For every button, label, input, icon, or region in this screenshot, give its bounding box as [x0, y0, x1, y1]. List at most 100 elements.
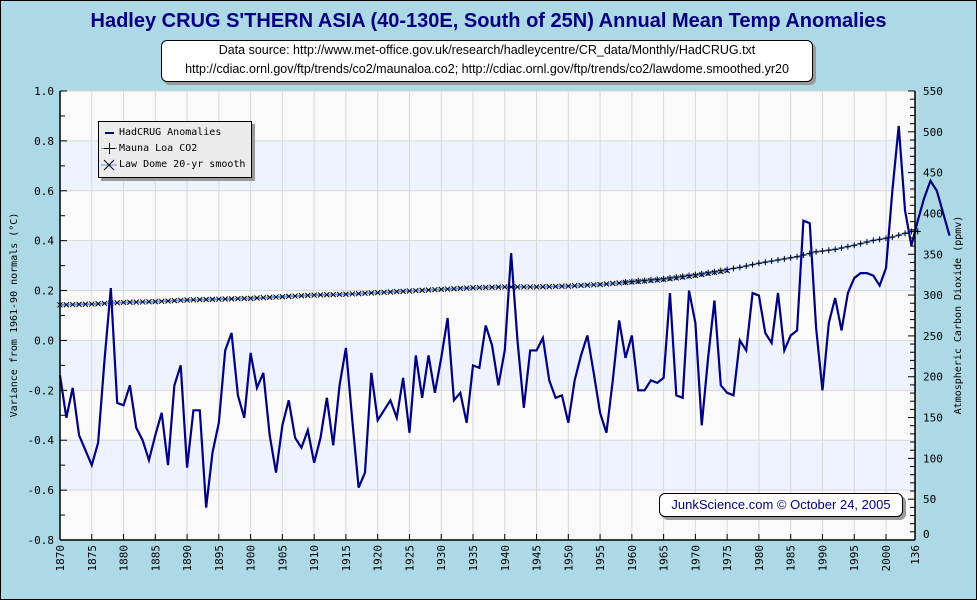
law-dome-point	[171, 297, 178, 304]
mauna-loa-point	[838, 245, 845, 252]
y2-tick-label: 500	[923, 126, 943, 139]
law-dome-point	[381, 289, 387, 296]
legend: HadCRUG Anomalies Mauna Loa CO2 Law Dome…	[98, 121, 252, 178]
x-tick-label: 1895	[213, 545, 226, 572]
law-dome-point	[520, 284, 527, 290]
law-dome-point	[584, 282, 591, 288]
law-dome-point	[228, 295, 235, 302]
plus-marker-icon	[101, 141, 117, 157]
law-dome-point	[527, 284, 534, 290]
credit-box: JunkScience.com © October 24, 2005	[659, 493, 903, 517]
law-dome-point	[304, 292, 311, 299]
x-tick-label: 1920	[372, 545, 385, 572]
mauna-loa-point	[717, 267, 724, 274]
law-dome-point	[540, 283, 546, 290]
x-tick-label: 1880	[118, 545, 131, 572]
x-tick-label: 1925	[403, 545, 416, 572]
law-dome-point	[571, 282, 578, 289]
law-dome-point	[343, 291, 349, 298]
law-dome-point	[362, 290, 368, 297]
law-dome-point	[603, 281, 610, 287]
x-tick-label: 1955	[594, 545, 607, 572]
plot-band	[60, 340, 915, 391]
law-dome-point	[501, 284, 508, 290]
y2-tick-label: 400	[923, 207, 943, 220]
x-tick-label: 1985	[785, 545, 798, 572]
law-dome-point	[101, 300, 108, 307]
mauna-loa-point	[635, 277, 642, 284]
x-tick-label: 1975	[721, 545, 734, 572]
mauna-loa-point	[647, 276, 654, 283]
x-tick-label: 1965	[658, 545, 671, 572]
y-tick-label: 1.0	[34, 85, 54, 98]
law-dome-point	[127, 299, 133, 306]
mauna-loa-point	[851, 242, 858, 249]
law-dome-point	[120, 299, 127, 306]
law-dome-point	[241, 295, 248, 302]
law-dome-point	[95, 300, 101, 307]
x-tick-label: 1995	[848, 545, 861, 572]
x-tick-label: 1935	[467, 545, 480, 572]
x-tick-label: 1930	[435, 545, 448, 572]
law-dome-point	[88, 301, 95, 307]
law-dome-point	[222, 296, 229, 302]
legend-item-anomalies: HadCRUG Anomalies	[101, 125, 221, 141]
plot-band	[60, 240, 915, 291]
mauna-loa-point	[724, 266, 731, 273]
law-dome-point	[260, 294, 267, 301]
x-marker-icon	[101, 157, 117, 173]
mauna-loa-point	[698, 270, 705, 277]
y2-tick-label: 200	[923, 371, 943, 384]
axes	[59, 90, 916, 541]
mauna-loa-point	[781, 255, 788, 262]
mauna-loa-point	[736, 264, 743, 271]
mauna-loa-point	[686, 272, 693, 279]
law-dome-point	[349, 291, 356, 297]
law-dome-point	[444, 286, 451, 292]
y2-tick-label: 150	[923, 412, 943, 425]
law-dome-point	[470, 284, 476, 291]
y-tick-label: 0.0	[34, 334, 54, 347]
law-dome-point	[146, 298, 152, 305]
x-tick-label: 1885	[149, 545, 162, 572]
data-source-line-1: Data source: http://www.met-office.gov.u…	[218, 43, 756, 57]
law-dome-point	[412, 287, 419, 294]
mauna-loa-point	[711, 268, 718, 275]
x-tick-label: 1875	[86, 545, 99, 572]
x-tick-label: 1960	[626, 545, 639, 572]
law-dome-point	[139, 299, 146, 305]
mauna-loa-point	[654, 276, 661, 283]
y-axis-title: Variance from 1961-90 normals (°C)	[9, 213, 20, 418]
law-dome-point	[133, 299, 140, 305]
x-tick-label: 2000	[880, 545, 893, 572]
x-tick-label: 1870	[54, 545, 67, 572]
mauna-loa-point	[628, 278, 635, 285]
mauna-loa-point	[825, 247, 832, 254]
law-dome-point	[158, 298, 165, 305]
law-dome-point	[597, 281, 603, 288]
law-dome-point	[438, 286, 445, 293]
law-dome-point	[114, 299, 121, 306]
law-dome-point	[495, 284, 502, 290]
law-dome-line	[59, 269, 728, 306]
law-dome-point	[419, 287, 426, 294]
legend-item-mauna-loa: Mauna Loa CO2	[101, 141, 197, 157]
chart-title: Hadley CRUG S'THERN ASIA (40-130E, South…	[90, 10, 887, 32]
law-dome-point	[482, 284, 489, 291]
y-tick-label: 0.6	[34, 185, 54, 198]
law-dome-point	[215, 296, 222, 303]
law-dome-point	[324, 291, 330, 298]
law-dome-point	[368, 290, 375, 296]
law-dome-point	[451, 285, 457, 292]
law-dome-point	[235, 295, 241, 302]
law-dome-point	[266, 294, 273, 301]
x-tick-label: 1900	[245, 545, 258, 572]
y2-axis-title: Atmospheric Carbon Dioxide (ppmv)	[953, 216, 964, 415]
mauna-loa-point	[743, 262, 750, 269]
mauna-loa-point	[692, 271, 699, 278]
mauna-loa-point	[666, 274, 673, 281]
mauna-loa-point	[895, 232, 902, 239]
mauna-loa-point	[813, 248, 820, 255]
law-dome-point	[457, 285, 464, 292]
y-tick-label: -0.2	[28, 384, 55, 397]
